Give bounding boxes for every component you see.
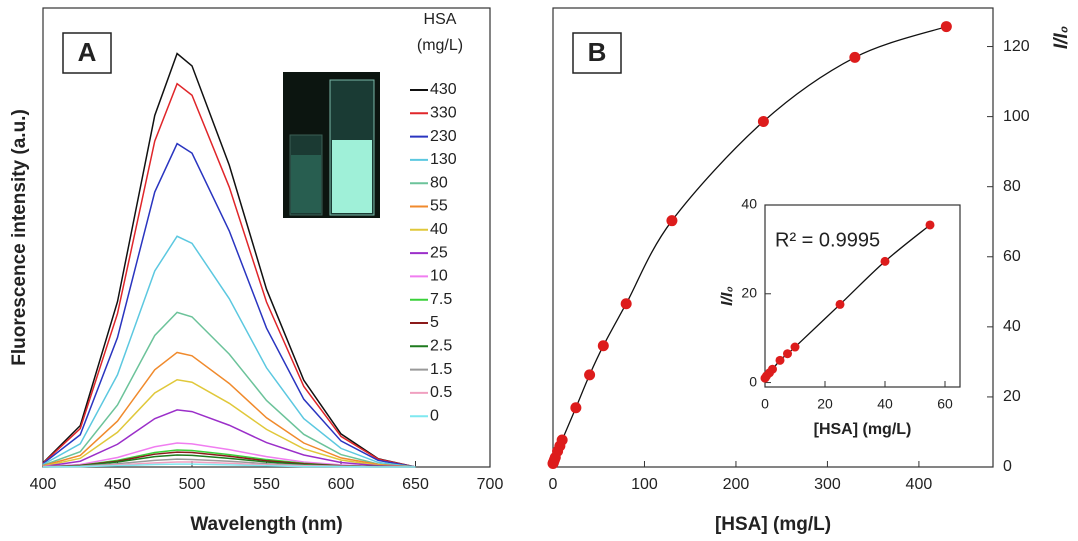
data-point [556, 434, 568, 446]
x-tick-label: 100 [631, 476, 658, 493]
x-tick-label: 500 [179, 476, 206, 493]
x-tick-label: 300 [814, 476, 841, 493]
legend-title: HSA [424, 11, 457, 28]
x-axis-title: [HSA] (mg/L) [814, 421, 912, 438]
data-point [940, 21, 952, 33]
legend-label: 230 [430, 128, 457, 145]
legend-label: 0.5 [430, 384, 452, 401]
data-point [597, 340, 609, 352]
spectrum-line [42, 463, 416, 468]
y-tick-label: 40 [741, 196, 757, 212]
legend-title: (mg/L) [417, 37, 463, 54]
legend-label: 7.5 [430, 291, 452, 308]
inset-photo [283, 72, 380, 218]
y-tick-label: 20 [1003, 388, 1021, 405]
data-point [768, 364, 777, 374]
y-tick-label: 0 [749, 373, 757, 389]
panel-label: A [78, 37, 97, 67]
legend-label: 10 [430, 268, 448, 285]
x-axis-title: [HSA] (mg/L) [715, 514, 831, 535]
vial-liquid-glow [332, 140, 372, 213]
plot-frame [764, 204, 961, 388]
legend-label: 40 [430, 221, 448, 238]
y-tick-label: 60 [1003, 248, 1021, 265]
data-point [835, 299, 845, 309]
annotation: R² = 0.9995 [775, 229, 880, 251]
y-tick-label: 80 [1003, 178, 1021, 195]
x-tick-label: 400 [906, 476, 933, 493]
vial-liquid [291, 155, 321, 213]
panel-label-box [62, 32, 112, 74]
x-tick-label: 0 [761, 396, 769, 412]
x-tick-label: 450 [104, 476, 131, 493]
legend-label: 1.5 [430, 361, 452, 378]
spectrum-line [42, 311, 416, 468]
x-tick-label: 550 [253, 476, 280, 493]
data-point [775, 355, 785, 365]
inset-background [765, 205, 960, 387]
x-tick-label: 40 [877, 396, 893, 412]
data-point [925, 220, 935, 230]
y-axis-title: I/I₀ [1051, 26, 1072, 49]
data-point [584, 369, 596, 381]
x-tick-label: 650 [402, 476, 429, 493]
spectrum-line [42, 378, 416, 468]
spectrum-line [42, 82, 416, 468]
y-tick-label: 40 [1003, 318, 1021, 335]
x-tick-label: 0 [549, 476, 558, 493]
legend-label: 330 [430, 105, 457, 122]
x-tick-label: 700 [477, 476, 504, 493]
y-axis-title: Fluorescence intensity (a.u.) [9, 109, 30, 366]
data-point [570, 402, 582, 414]
y-tick-label: 0 [1003, 458, 1012, 475]
data-point [757, 116, 769, 128]
y-tick-label: 100 [1003, 108, 1030, 125]
spectrum-line [42, 351, 416, 468]
x-tick-label: 400 [30, 476, 57, 493]
y-tick-label: 120 [1003, 38, 1030, 55]
legend-label: 0 [430, 407, 439, 424]
plot-frame [552, 7, 994, 468]
data-point [880, 256, 890, 266]
x-tick-label: 200 [723, 476, 750, 493]
x-axis-title: Wavelength (nm) [190, 514, 342, 535]
x-tick-label: 60 [937, 396, 953, 412]
data-point [666, 215, 678, 227]
legend-label: 130 [430, 151, 457, 168]
panel-label-box [572, 32, 622, 74]
spectrum-line [42, 235, 416, 468]
legend-label: 80 [430, 174, 448, 191]
legend-label: 430 [430, 81, 457, 98]
data-point [783, 349, 792, 359]
spectrum-line [42, 52, 416, 468]
spectrum-line [42, 409, 416, 468]
data-point [849, 51, 861, 63]
spectrum-line [42, 142, 416, 468]
x-tick-label: 600 [328, 476, 355, 493]
panel-label: B [588, 37, 607, 67]
plot-frame [42, 7, 491, 468]
legend-label: 25 [430, 244, 448, 261]
data-point [790, 342, 800, 352]
legend-label: 55 [430, 198, 448, 215]
y-tick-label: 20 [741, 284, 757, 300]
y-axis-title: I/I₀ [719, 286, 736, 306]
data-point [620, 298, 632, 310]
x-tick-label: 20 [817, 396, 833, 412]
legend-label: 5 [430, 314, 439, 331]
legend-label: 2.5 [430, 338, 452, 355]
